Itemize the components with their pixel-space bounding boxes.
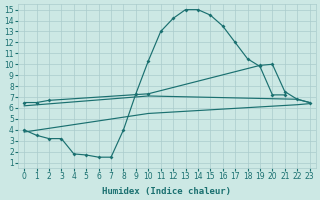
X-axis label: Humidex (Indice chaleur): Humidex (Indice chaleur) [102,187,231,196]
